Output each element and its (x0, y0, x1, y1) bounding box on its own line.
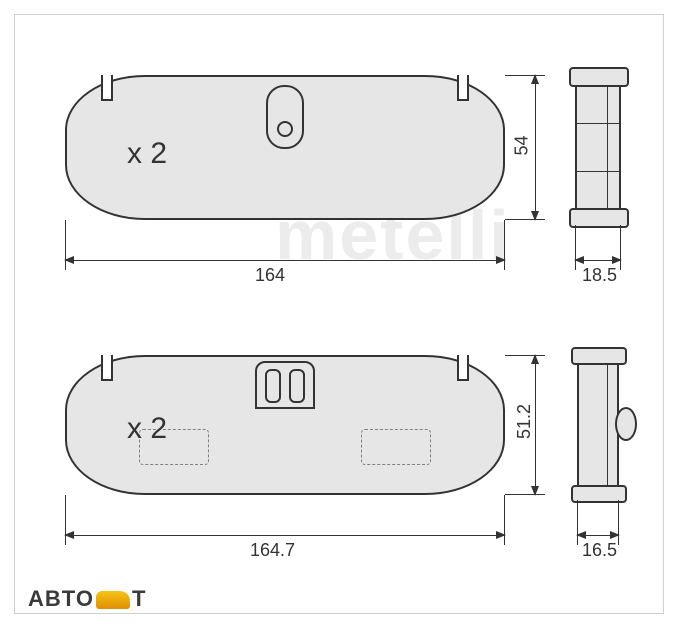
brand-logo: ABTO T (28, 586, 146, 612)
dim-width-bottom: 164.7 (250, 540, 295, 561)
quantity-label-top: x 2 (127, 137, 167, 171)
profile-divider (607, 77, 608, 218)
ext-line (505, 219, 545, 220)
diagram-frame: metelli x 2 164 54 18.5 x 2 (14, 14, 664, 614)
notch (101, 355, 113, 381)
dim-line-height-top (535, 75, 536, 220)
brake-pad-top-side (575, 75, 621, 220)
dim-line-width-top (65, 260, 505, 261)
profile-divider (607, 357, 608, 493)
center-slot (266, 85, 304, 149)
clip-knob (615, 407, 637, 441)
profile-line (577, 123, 621, 124)
ext-line (505, 75, 545, 76)
brake-pad-top-front: x 2 (65, 75, 505, 220)
dim-line-thick-bottom (577, 535, 619, 536)
brake-pad-bottom-side (577, 355, 619, 495)
center-hole (277, 121, 293, 137)
clip-top (569, 67, 629, 87)
dim-width-top: 164 (255, 265, 285, 286)
dim-line-height-bottom (535, 355, 536, 495)
dim-height-top: 54 (512, 135, 533, 155)
dim-line-thick-top (575, 260, 621, 261)
notch (457, 355, 469, 381)
slot (289, 369, 305, 403)
profile-line (577, 171, 621, 172)
center-hump (255, 361, 315, 409)
ext-line (505, 494, 545, 495)
car-icon (96, 591, 130, 609)
dim-height-bottom: 51.2 (514, 404, 535, 439)
dash-region-right (361, 429, 431, 465)
logo-text-left: ABTO (28, 586, 94, 611)
clip-top (571, 347, 627, 365)
quantity-label-bottom: x 2 (127, 412, 167, 446)
logo-text-right: T (132, 586, 146, 611)
dim-thick-bottom: 16.5 (582, 540, 617, 561)
dim-line-width-bottom (65, 535, 505, 536)
slot (265, 369, 281, 403)
brake-pad-bottom-front: x 2 (65, 355, 505, 495)
ext-line (505, 355, 545, 356)
notch (101, 75, 113, 101)
notch (457, 75, 469, 101)
dim-thick-top: 18.5 (582, 265, 617, 286)
